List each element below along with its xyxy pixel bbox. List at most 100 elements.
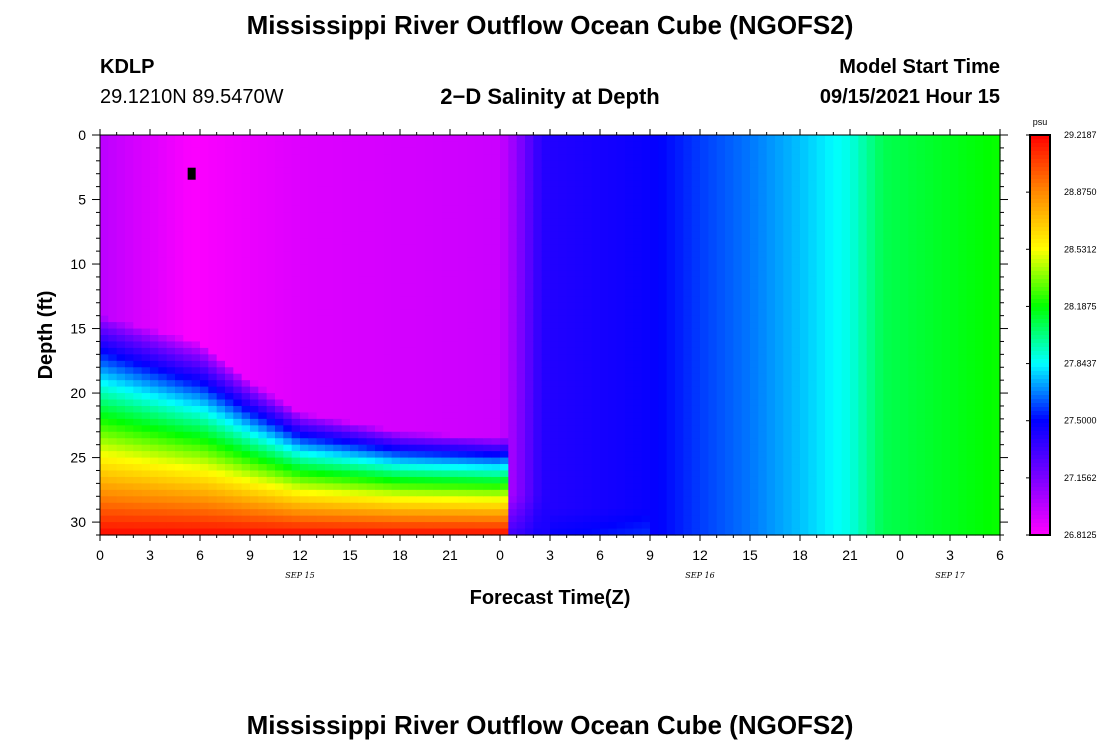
heatmap-cell bbox=[541, 186, 551, 194]
heatmap-cell bbox=[666, 489, 676, 497]
heatmap-cell bbox=[391, 438, 401, 446]
heatmap-cell bbox=[641, 399, 651, 407]
heatmap-cell bbox=[241, 405, 251, 414]
heatmap-cell bbox=[358, 360, 368, 368]
heatmap-cell bbox=[600, 315, 609, 323]
heatmap-cell bbox=[166, 360, 176, 368]
heatmap-cell bbox=[333, 135, 343, 143]
heatmap-cell bbox=[700, 238, 709, 246]
heatmap-cell bbox=[666, 315, 676, 323]
heatmap-cell bbox=[541, 393, 551, 401]
heatmap-cell bbox=[216, 476, 226, 484]
heatmap-cell bbox=[166, 373, 176, 381]
heatmap-cell bbox=[233, 476, 243, 484]
heatmap-cell bbox=[658, 296, 668, 304]
heatmap-cell bbox=[541, 135, 551, 143]
heatmap-cell bbox=[533, 457, 543, 465]
heatmap-cell bbox=[525, 373, 534, 381]
heatmap-cell bbox=[491, 335, 501, 343]
heatmap-cell bbox=[375, 289, 384, 297]
heatmap-cell bbox=[216, 244, 226, 252]
heatmap-cell bbox=[683, 212, 693, 220]
heatmap-cell bbox=[333, 509, 343, 517]
heatmap-cell bbox=[491, 283, 501, 291]
heatmap-cell bbox=[266, 405, 276, 414]
heatmap-cell bbox=[333, 173, 343, 181]
heatmap-cell bbox=[575, 257, 584, 265]
heatmap-cell bbox=[666, 412, 676, 420]
heatmap-cell bbox=[583, 186, 593, 194]
heatmap-cell bbox=[483, 141, 493, 149]
heatmap-cell bbox=[166, 315, 176, 323]
heatmap-cell bbox=[241, 380, 251, 388]
heatmap-cell bbox=[233, 457, 243, 465]
heatmap-cell bbox=[208, 160, 218, 168]
heatmap-cell bbox=[158, 205, 168, 214]
heatmap-cell bbox=[291, 141, 301, 149]
heatmap-cell bbox=[558, 147, 568, 155]
heatmap-cell bbox=[150, 386, 159, 394]
heatmap-cell bbox=[616, 496, 626, 504]
heatmap-cell bbox=[275, 141, 284, 149]
heatmap-cell bbox=[391, 180, 401, 188]
heatmap-cell bbox=[316, 205, 326, 214]
heatmap-cell bbox=[133, 231, 143, 239]
heatmap-cell bbox=[683, 386, 693, 394]
heatmap-cell bbox=[300, 515, 309, 523]
heatmap-cell bbox=[733, 167, 743, 175]
heatmap-cell bbox=[291, 425, 301, 433]
heatmap-cell bbox=[358, 199, 368, 207]
heatmap-cell bbox=[500, 515, 509, 523]
heatmap-cell bbox=[525, 199, 534, 207]
heatmap-cell bbox=[591, 199, 601, 207]
heatmap-cell bbox=[416, 347, 426, 355]
heatmap-cell bbox=[250, 218, 259, 226]
heatmap-cell bbox=[350, 476, 359, 484]
heatmap-cell bbox=[175, 205, 184, 214]
heatmap-cell bbox=[708, 515, 718, 523]
heatmap-cell bbox=[466, 322, 476, 330]
heatmap-cell bbox=[566, 451, 576, 459]
heatmap-cell bbox=[216, 205, 226, 214]
heatmap-cell bbox=[600, 141, 609, 149]
heatmap-cell bbox=[516, 141, 526, 149]
heatmap-cell bbox=[708, 218, 718, 226]
heatmap-cell bbox=[258, 451, 268, 459]
heatmap-cell bbox=[358, 251, 368, 259]
heatmap-cell bbox=[608, 347, 618, 355]
heatmap-cell bbox=[500, 399, 509, 407]
heatmap-cell bbox=[766, 251, 776, 259]
heatmap-cell bbox=[408, 289, 418, 297]
heatmap-cell bbox=[508, 438, 518, 446]
heatmap-cell bbox=[591, 276, 601, 284]
heatmap-cell bbox=[625, 251, 634, 259]
heatmap-cell bbox=[416, 380, 426, 388]
heatmap-cell bbox=[283, 283, 293, 291]
heatmap-cell bbox=[500, 296, 509, 304]
heatmap-cell bbox=[150, 373, 159, 381]
heatmap-cell bbox=[500, 373, 509, 381]
heatmap-cell bbox=[500, 276, 509, 284]
heatmap-cell bbox=[150, 199, 159, 207]
heatmap-cell bbox=[141, 502, 151, 510]
heatmap-cell bbox=[708, 341, 718, 349]
heatmap-cell bbox=[675, 154, 684, 162]
heatmap-cell bbox=[483, 496, 493, 504]
heatmap-cell bbox=[375, 167, 384, 175]
heatmap-cell bbox=[516, 431, 526, 439]
heatmap-cell bbox=[458, 205, 468, 214]
heatmap-cell bbox=[741, 476, 751, 484]
heatmap-cell bbox=[550, 283, 559, 291]
heatmap-cell bbox=[700, 257, 709, 265]
heatmap-cell bbox=[541, 205, 551, 214]
heatmap-cell bbox=[416, 515, 426, 523]
heatmap-cell bbox=[116, 315, 126, 323]
heatmap-cell bbox=[116, 302, 126, 310]
heatmap-cell bbox=[408, 354, 418, 362]
heatmap-cell bbox=[608, 225, 618, 233]
heatmap-cell bbox=[475, 509, 484, 517]
heatmap-cell bbox=[633, 457, 643, 465]
heatmap-cell bbox=[541, 167, 551, 175]
heatmap-cell bbox=[666, 322, 676, 330]
heatmap-cell bbox=[375, 283, 384, 291]
